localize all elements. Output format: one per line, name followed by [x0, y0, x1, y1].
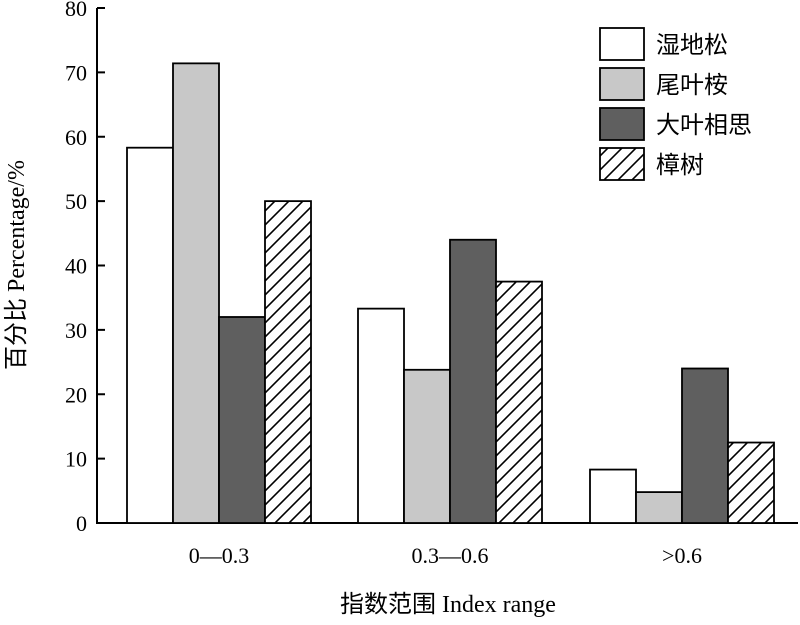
bar-3-1 [218, 316, 266, 524]
x-tick-label: >0.6 [662, 543, 702, 568]
x-tick-label: 0—0.3 [189, 543, 250, 568]
y-tick-label: 80 [65, 0, 87, 21]
x-tick-labels: 0—0.3 0.3—0.6 >0.6 [189, 543, 702, 568]
y-tick-label: 0 [76, 511, 87, 536]
y-tick-label: 10 [65, 447, 87, 472]
legend-label: 大叶相思 [656, 112, 752, 139]
bar-3-2 [449, 238, 497, 524]
legend-swatch [599, 27, 645, 61]
legend-swatch [599, 67, 645, 101]
legend-label: 湿地松 [656, 32, 728, 59]
y-tick-label: 60 [65, 125, 87, 150]
y-tick-label: 50 [65, 189, 87, 214]
bar-2-2 [403, 368, 451, 524]
y-tick-label: 20 [65, 382, 87, 407]
y-axis-title: 百分比 Percentage/% [3, 160, 30, 370]
y-tick-label: 70 [65, 60, 87, 85]
bar-1-1 [126, 146, 174, 524]
legend-swatch [599, 147, 645, 181]
y-tick-label: 40 [65, 254, 87, 279]
x-tick-label: 0.3—0.6 [412, 543, 489, 568]
bar-4-2 [495, 280, 543, 524]
y-tick-label: 30 [65, 318, 87, 343]
y-ticks: 0 10 20 30 40 50 60 70 80 [65, 0, 105, 536]
x-axis-title: 指数范围 Index range [340, 591, 556, 618]
bars [126, 62, 775, 524]
legend-label: 尾叶桉 [656, 72, 728, 99]
bar-4-1 [264, 200, 312, 524]
legend-swatch [599, 107, 645, 141]
bar-3-3 [681, 367, 729, 524]
bar-2-1 [172, 62, 220, 524]
legend-label: 樟树 [656, 152, 704, 179]
bar-1-3 [589, 468, 637, 524]
bar-1-2 [357, 307, 405, 524]
bar-4-3 [727, 441, 775, 524]
bar-2-3 [635, 491, 683, 524]
